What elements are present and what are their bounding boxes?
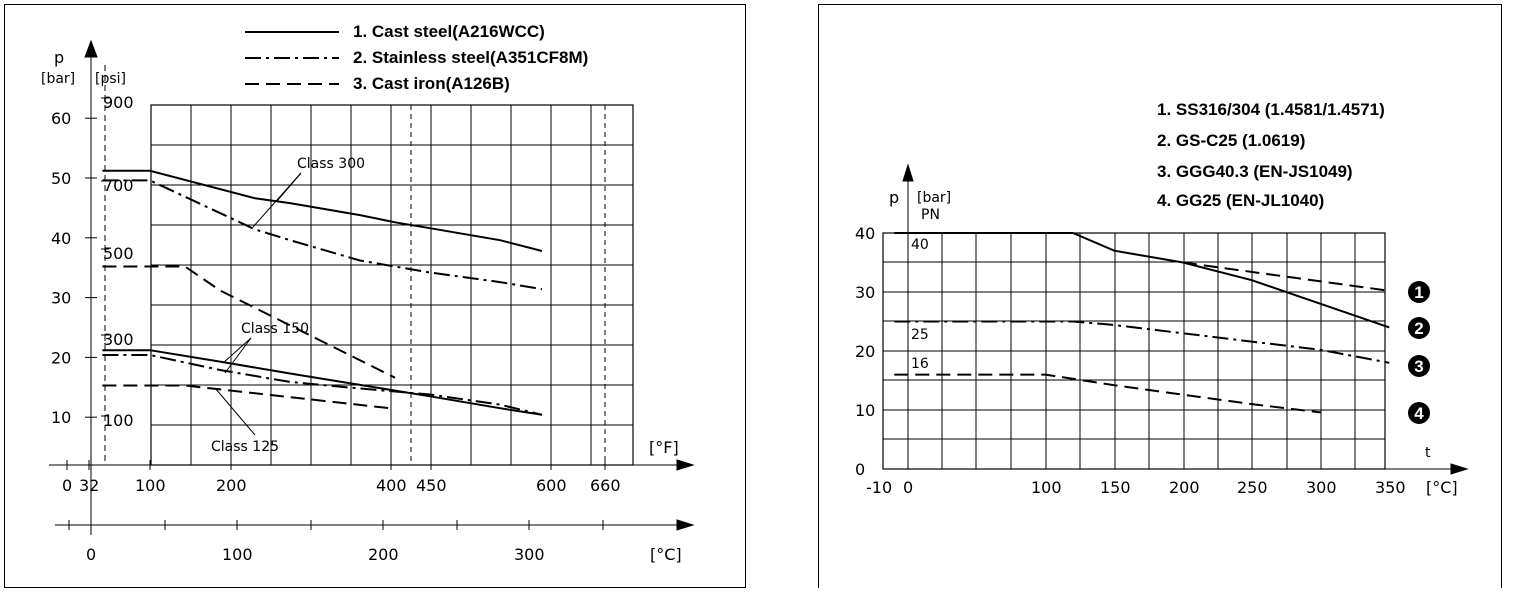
chart-panel-right: p [bar] PN 40 30 20 10 0 40 25 16 -10 0 100 150 200 250 3… — [818, 4, 1502, 588]
x-axis-arrow — [1450, 463, 1469, 475]
series-marker-number: 3 — [1414, 357, 1423, 376]
series-line — [102, 349, 543, 416]
x-tick-label: 350 — [1375, 478, 1406, 497]
series-line — [102, 169, 543, 252]
x-tick-label-f: 600 — [536, 476, 567, 495]
x-tick-label-c: 100 — [222, 545, 253, 564]
x-unit: [°C] — [1426, 478, 1458, 497]
y-tick-label-psi: 100 — [103, 411, 134, 430]
pn-label-16: 16 — [911, 356, 929, 372]
y-tick-label-psi: 700 — [103, 176, 134, 195]
x-tick-label: -10 — [866, 478, 892, 497]
series-line — [102, 354, 543, 416]
legend-entry: 4. GG25 (EN-JL1040) — [1157, 191, 1324, 210]
y-tick-label-psi: 300 — [103, 330, 134, 349]
legend-entry: 2. GS-C25 (1.0619) — [1157, 131, 1305, 150]
series-line — [894, 320, 1390, 364]
y-label-unit-bar: [bar] — [917, 190, 951, 206]
y-tick-label: 30 — [855, 283, 875, 302]
x-label-t: t — [1425, 445, 1431, 461]
x-tick-label-c: 0 — [86, 545, 96, 564]
x-tick-label-f: 100 — [135, 476, 166, 495]
y-tick-label-bar: 10 — [51, 408, 71, 427]
x-tick-label-f: 660 — [590, 476, 621, 495]
legend-entry: 2. Stainless steel(A351CF8M) — [353, 48, 588, 67]
y-tick-label: 0 — [855, 460, 865, 479]
pn-label-40: 40 — [911, 237, 929, 253]
series-marker-circle — [1408, 402, 1430, 424]
y-tick-label-bar: 40 — [51, 229, 71, 248]
x-tick-label: 150 — [1100, 478, 1131, 497]
y-tick-label: 20 — [855, 342, 875, 361]
y-tick-label-bar: 60 — [51, 109, 71, 128]
x-axis-f-arrow — [676, 459, 695, 471]
x-tick-label: 0 — [903, 478, 913, 497]
series-marker-circle — [1408, 355, 1430, 377]
x-tick-label-f: 400 — [376, 476, 407, 495]
legend-entry: 1. Cast steel(A216WCC) — [353, 22, 545, 41]
leader-class-300 — [252, 172, 302, 228]
x-tick-label-f: 200 — [216, 476, 247, 495]
series-line — [102, 384, 396, 410]
y-tick-label: 10 — [855, 401, 875, 420]
y-tick-label-bar: 50 — [51, 169, 71, 188]
leader-class-150 — [222, 337, 252, 364]
y-tick-label-bar: 20 — [51, 348, 71, 367]
series-line — [894, 232, 1390, 329]
x-unit-c: [°C] — [650, 545, 682, 564]
plot-frame — [150, 104, 634, 466]
x-tick-label-f: 450 — [416, 476, 447, 495]
y-tick-label-psi: 500 — [103, 244, 134, 263]
x-tick-label-f: 0 — [62, 476, 72, 495]
leader-class-150 — [224, 337, 252, 374]
x-tick-label: 300 — [1306, 478, 1337, 497]
y-label-p: p — [889, 188, 899, 207]
leader-class-125 — [214, 387, 256, 436]
y-label-unit-bar: [bar] — [41, 71, 75, 87]
annotation-class-150: Class 150 — [241, 321, 309, 337]
chart-panel-left: 60 50 40 30 20 10 900 700 500 300 100 p [bar] [psi] 0 3… — [4, 4, 746, 588]
x-tick-label: 250 — [1237, 478, 1268, 497]
x-tick-label: 200 — [1169, 478, 1200, 497]
series-marker-number: 2 — [1414, 319, 1423, 338]
x-tick-label-c: 200 — [368, 545, 399, 564]
y-label-unit-psi: [psi] — [95, 71, 126, 87]
series-line — [102, 179, 543, 291]
x-unit-f: [°F] — [649, 438, 679, 457]
y-tick-label-bar: 30 — [51, 289, 71, 308]
y-label-unit-pn: PN — [921, 207, 940, 223]
y-tick-label-psi: 900 — [103, 93, 134, 112]
legend-entry: 3. GGG40.3 (EN-JS1049) — [1157, 162, 1353, 181]
pn-label-25: 25 — [911, 327, 929, 343]
x-tick-label-f: 32 — [79, 476, 99, 495]
series-marker-circle — [1408, 281, 1430, 303]
y-label-p: p — [54, 48, 64, 67]
x-axis-c-arrow — [676, 519, 695, 531]
legend-entry: 1. SS316/304 (1.4581/1.4571) — [1157, 100, 1385, 119]
series-marker-number: 1 — [1414, 283, 1423, 302]
series-marker-number: 4 — [1414, 404, 1424, 423]
series-line — [102, 265, 396, 379]
legend-entry: 3. Cast iron(A126B) — [353, 74, 510, 93]
series-line — [1182, 261, 1390, 292]
y-axis-arrow — [84, 39, 98, 58]
annotation-class-300: Class 300 — [297, 156, 365, 172]
annotation-class-125: Class 125 — [211, 439, 279, 455]
x-tick-label: 100 — [1031, 478, 1062, 497]
y-tick-label: 40 — [855, 224, 875, 243]
y-axis-arrow — [902, 163, 914, 182]
series-marker-circle — [1408, 317, 1430, 339]
x-tick-label-c: 300 — [514, 545, 545, 564]
